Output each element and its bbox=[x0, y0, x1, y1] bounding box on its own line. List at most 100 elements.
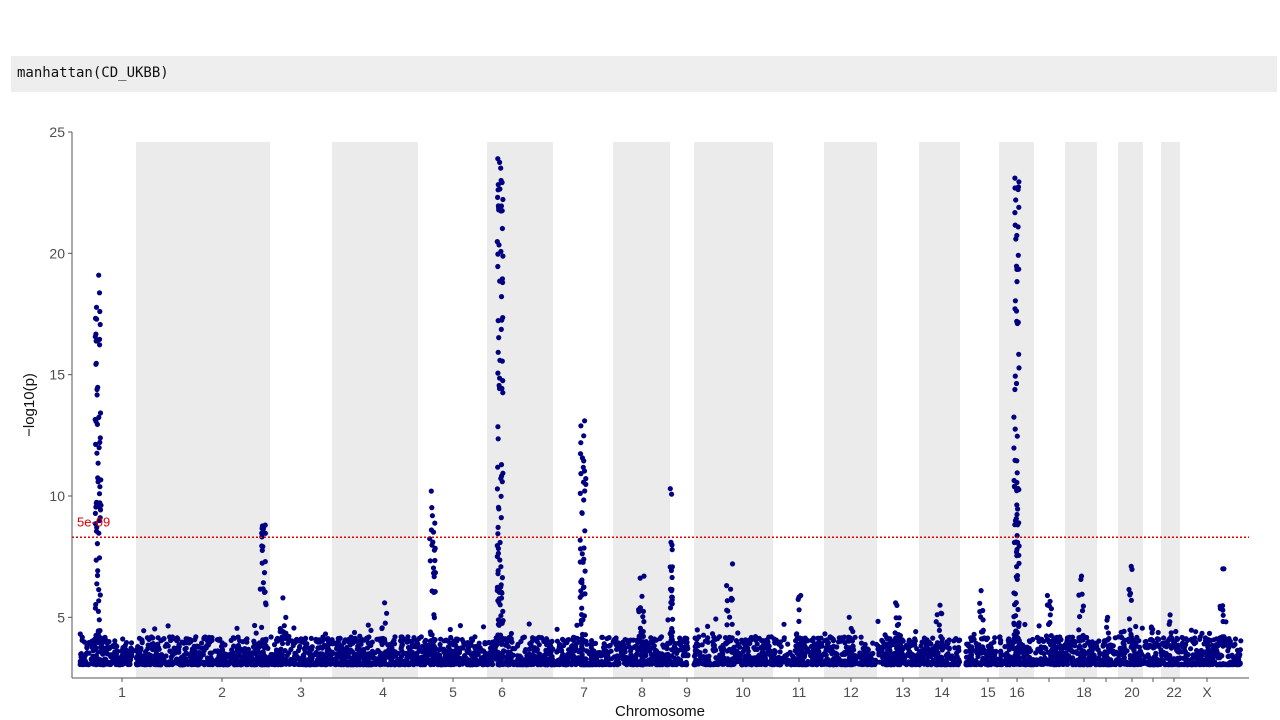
snp-point-chr2 bbox=[236, 649, 242, 655]
snp-point-chr4 bbox=[342, 638, 348, 645]
snp-point-chr16 bbox=[1010, 655, 1016, 662]
snp-point-chr14 bbox=[939, 636, 945, 642]
snp-point-chr6 bbox=[521, 634, 528, 640]
snp-point-chr14 bbox=[924, 637, 930, 643]
snp-point-chr7 bbox=[596, 649, 602, 656]
snp-point-chr9 bbox=[683, 640, 690, 647]
snp-point-chr14 bbox=[923, 652, 929, 658]
snp-point-chr21 bbox=[1142, 639, 1148, 645]
snp-point-chr5 bbox=[457, 623, 463, 629]
snp-point-chr10 bbox=[696, 634, 702, 640]
snp-point-chr3 bbox=[292, 661, 298, 667]
snp-point-chr6 bbox=[497, 602, 503, 608]
snp-point-chr16 bbox=[1013, 638, 1020, 644]
snp-point-chr1 bbox=[110, 643, 116, 649]
snp-point-chr7 bbox=[582, 657, 588, 664]
snp-points bbox=[77, 156, 1244, 668]
snp-point-chr3 bbox=[282, 648, 288, 654]
snp-point-chr3 bbox=[310, 661, 317, 667]
snp-point-chr1 bbox=[96, 491, 103, 497]
snp-point-chr22 bbox=[1173, 628, 1179, 635]
snp-point-chr14 bbox=[952, 645, 958, 651]
snp-point-chr4 bbox=[405, 662, 412, 668]
snp-point-chr18 bbox=[1069, 648, 1075, 654]
snp-point-chrX bbox=[1199, 630, 1205, 637]
snp-point-chr10 bbox=[727, 614, 733, 620]
snp-point-chr6 bbox=[496, 335, 502, 341]
snp-point-chr7 bbox=[608, 648, 614, 654]
snp-point-chr8 bbox=[613, 636, 619, 642]
snp-point-chr4 bbox=[411, 643, 417, 649]
snp-point-chr15 bbox=[977, 600, 983, 606]
snp-point-chr1 bbox=[120, 636, 126, 642]
snp-point-chr7 bbox=[592, 660, 598, 666]
snp-point-chr6 bbox=[495, 524, 501, 531]
snp-point-chr3 bbox=[304, 641, 310, 647]
snp-point-chr16 bbox=[1010, 645, 1016, 652]
snp-point-chr2 bbox=[259, 655, 265, 662]
snp-point-chr16 bbox=[1013, 651, 1020, 657]
snp-point-chr6 bbox=[490, 647, 496, 653]
snp-point-chr2 bbox=[163, 653, 169, 659]
snp-point-chr15 bbox=[977, 609, 983, 615]
snp-point-chrX bbox=[1181, 648, 1187, 655]
snp-point-chr8 bbox=[665, 617, 671, 623]
snp-point-chr12 bbox=[842, 651, 848, 657]
snp-point-chr6 bbox=[495, 424, 501, 430]
snp-point-chr11 bbox=[787, 649, 793, 656]
snp-point-chr16 bbox=[1012, 373, 1018, 379]
snp-point-chr2 bbox=[248, 655, 255, 661]
snp-point-chr9 bbox=[667, 486, 673, 492]
snp-point-chr10 bbox=[724, 622, 730, 628]
snp-point-chr13 bbox=[901, 660, 907, 666]
snp-point-chr6 bbox=[528, 642, 534, 648]
snp-point-chr2 bbox=[141, 628, 147, 634]
snp-point-chr1 bbox=[94, 392, 100, 398]
snp-point-chr19 bbox=[1101, 653, 1107, 659]
snp-point-chr10 bbox=[724, 583, 730, 589]
snp-point-chr1 bbox=[97, 515, 103, 521]
snp-point-chr18 bbox=[1078, 576, 1084, 583]
snp-point-chr8 bbox=[665, 656, 671, 662]
snp-point-chr9 bbox=[676, 640, 682, 646]
snp-point-chr4 bbox=[368, 627, 374, 634]
snp-point-chr12 bbox=[825, 640, 831, 646]
snp-point-chr12 bbox=[869, 662, 875, 668]
snp-point-chr6 bbox=[499, 385, 505, 392]
snp-point-chr5 bbox=[446, 661, 452, 668]
snp-point-chr2 bbox=[254, 661, 261, 667]
snp-point-chr4 bbox=[399, 641, 405, 647]
snp-point-chr2 bbox=[144, 661, 150, 668]
snp-point-chr21 bbox=[1155, 629, 1161, 636]
snp-point-chr4 bbox=[410, 656, 416, 663]
snp-point-chr4 bbox=[406, 654, 412, 660]
snp-point-chr6 bbox=[549, 653, 555, 660]
snp-point-chr3 bbox=[269, 657, 275, 663]
snp-point-chr18 bbox=[1077, 614, 1083, 620]
snp-point-chr7 bbox=[579, 551, 585, 557]
snp-point-chr10 bbox=[724, 648, 730, 654]
snp-point-chr10 bbox=[729, 621, 735, 627]
snp-point-chr6 bbox=[495, 545, 501, 552]
snp-point-chr2 bbox=[142, 649, 149, 655]
snp-point-chr14 bbox=[930, 661, 937, 667]
snp-point-chr5 bbox=[468, 636, 474, 642]
snp-point-chr19 bbox=[1096, 638, 1102, 644]
snp-point-chr11 bbox=[785, 641, 791, 647]
snp-point-chr6 bbox=[499, 637, 505, 643]
snp-point-chr14 bbox=[936, 627, 943, 634]
snp-point-chr5 bbox=[430, 565, 437, 571]
snp-point-chr21 bbox=[1147, 642, 1153, 648]
snp-point-chr15 bbox=[971, 631, 977, 638]
snp-point-chr5 bbox=[428, 488, 434, 494]
snp-point-chr9 bbox=[670, 616, 676, 622]
snp-point-chr20 bbox=[1120, 640, 1126, 646]
snp-point-chr6 bbox=[514, 659, 520, 665]
snp-point-chr5 bbox=[468, 651, 474, 658]
snp-point-chr3 bbox=[324, 648, 330, 654]
snp-point-chr1 bbox=[110, 656, 116, 663]
snp-point-chr20 bbox=[1133, 623, 1139, 630]
snp-point-chr10 bbox=[728, 586, 734, 592]
snp-point-chr2 bbox=[234, 655, 240, 661]
snp-point-chr4 bbox=[407, 648, 413, 655]
